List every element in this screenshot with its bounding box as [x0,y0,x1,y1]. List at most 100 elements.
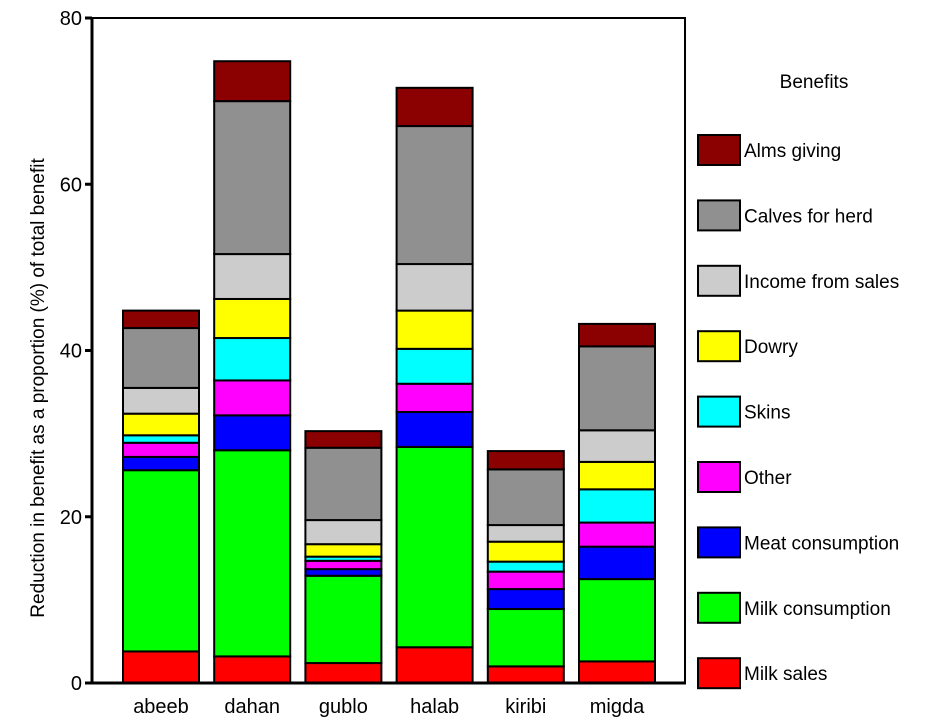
legend-swatch [697,657,741,690]
bar-segment-dahan-other [213,379,292,417]
bar-segment-dahan-meat-consumption [213,414,292,452]
bar-segment-halab-alms-giving [395,86,474,128]
legend-label: Dowry [744,337,798,358]
x-tick-label: migda [590,696,645,718]
bar-segment-dahan-dowry [213,297,292,340]
legend-item-skins: Skins [697,395,790,428]
bar-segment-halab-dowry [395,309,474,350]
legend-item-milk-consumption: Milk consumption [697,591,891,624]
bar-segment-abeeb-alms-giving [122,309,200,330]
bar-segment-gublo-income-from-sales [304,519,383,546]
legend-swatch [697,526,741,559]
bar-segment-kiribi-skins [486,560,565,573]
bar-segment-halab-milk-consumption [395,445,474,649]
bar-segment-migda-alms-giving [578,322,656,348]
bar-stack-dahan [213,60,292,685]
legend-label: Alms giving [744,141,841,162]
bar-segment-kiribi-milk-sales [486,665,565,684]
y-tick-label: 40 [60,341,82,363]
legend-swatch [697,591,741,624]
bar-segment-dahan-calves-for-herd [213,100,292,256]
bar-segment-gublo-other [304,559,383,571]
legend-swatch [697,134,741,166]
bar-segment-abeeb-milk-sales [122,650,200,684]
legend-item-other: Other [697,461,792,493]
bar-stack-abeeb [122,309,200,684]
y-axis: 0 20 40 60 80 [60,8,94,695]
x-tick-label: dahan [224,696,280,718]
bar-segment-kiribi-milk-consumption [486,608,565,668]
legend-title: Benefits [780,72,849,93]
legend-swatch [697,264,741,297]
y-tick-label: 80 [60,8,82,30]
bar-segment-gublo-milk-consumption [304,574,383,665]
bar-stack-kiribi [486,450,565,684]
bar-segment-migda-dowry [578,460,656,491]
bar-segment-halab-calves-for-herd [395,125,474,266]
bar-segment-dahan-skins [213,337,292,382]
bar-segment-migda-milk-sales [578,660,656,685]
bar-segment-kiribi-calves-for-herd [486,468,565,527]
bar-segment-migda-calves-for-herd [578,345,656,432]
legend-item-income-from-sales: Income from sales [697,264,899,297]
bar-segment-halab-other [395,382,474,414]
legend-item-meat-consumption: Meat consumption [697,526,899,559]
x-tick-label: halab [410,696,459,718]
legend-label: Milk sales [744,664,827,685]
bar-segment-kiribi-meat-consumption [486,588,565,611]
legend-item-alms-giving: Alms giving [697,134,841,166]
bar-segment-abeeb-dowry [122,412,200,437]
bar-segment-dahan-income-from-sales [213,253,292,300]
bar-stack-halab [395,86,474,684]
legend-label: Calves for herd [744,206,873,227]
bar-segment-kiribi-dowry [486,540,565,563]
legend-item-milk-sales: Milk sales [697,657,827,690]
bar-segment-kiribi-income-from-sales [486,524,565,543]
bar-segment-gublo-milk-sales [304,662,383,684]
bar-segment-dahan-milk-sales [213,655,292,685]
bars-layer [122,60,656,685]
bar-segment-gublo-alms-giving [304,430,383,449]
bar-segment-halab-skins [395,347,474,385]
legend-swatch [697,461,741,493]
bar-segment-halab-milk-sales [395,646,474,684]
y-axis-label: Reduction in benefit as a proportion (%)… [28,158,49,618]
bar-segment-gublo-calves-for-herd [304,446,383,522]
legend-item-calves-for-herd: Calves for herd [697,199,873,232]
bar-segment-migda-skins [578,488,656,524]
y-tick-label: 60 [60,174,82,196]
legend-label: Milk consumption [744,599,891,620]
legend: Alms giving Calves for herd Income from sa… [697,134,899,690]
bar-segment-dahan-milk-consumption [213,449,292,658]
bar-segment-abeeb-calves-for-herd [122,327,200,389]
x-tick-label: kiribi [505,696,546,718]
bar-segment-migda-milk-consumption [578,578,656,663]
bar-segment-kiribi-other [486,570,565,591]
legend-label: Skins [744,403,790,424]
bar-segment-halab-meat-consumption [395,411,474,448]
bar-segment-abeeb-meat-consumption [122,455,200,472]
bar-segment-abeeb-income-from-sales [122,386,200,415]
bar-segment-abeeb-skins [122,434,200,444]
legend-swatch [697,395,741,428]
bar-segment-migda-meat-consumption [578,545,656,581]
bar-segment-abeeb-milk-consumption [122,469,200,653]
legend-swatch [697,199,741,232]
bar-segment-dahan-alms-giving [213,60,292,103]
y-tick-label: 20 [60,507,82,529]
legend-label: Income from sales [744,272,899,293]
x-tick-label: abeeb [133,696,189,718]
bar-stack-gublo [304,430,383,684]
bar-segment-abeeb-other [122,441,200,458]
legend-label: Meat consumption [744,533,899,554]
y-tick-label: 0 [71,673,82,695]
bar-segment-gublo-dowry [304,543,383,558]
bar-segment-halab-income-from-sales [395,263,474,312]
bar-segment-migda-income-from-sales [578,429,656,463]
x-axis: abeeb dahan gublo halab kiribi migda [90,681,686,718]
legend-label: Other [744,468,792,489]
legend-item-dowry: Dowry [697,330,798,363]
x-tick-label: gublo [319,696,368,718]
bar-stack-migda [578,322,656,685]
